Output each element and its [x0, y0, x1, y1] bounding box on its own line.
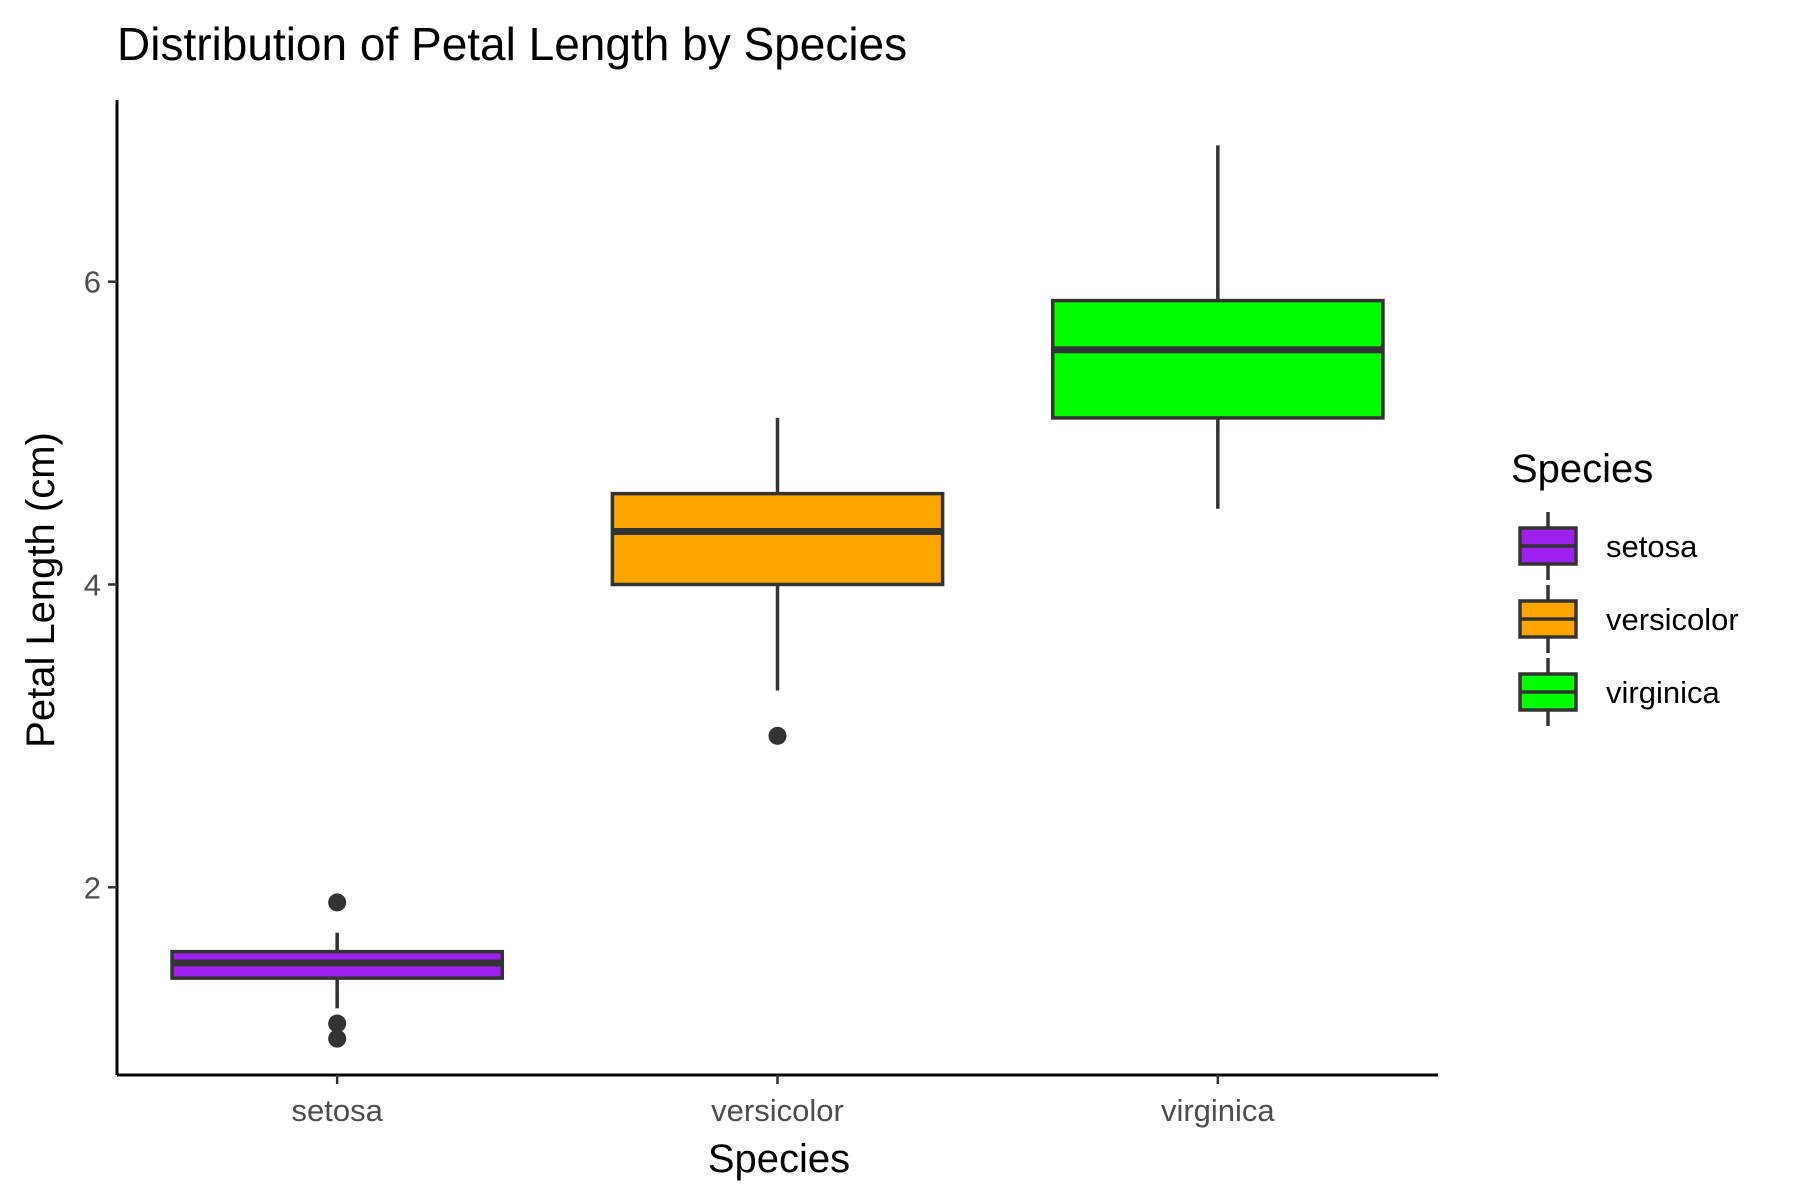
iqr-box-virginica [1050, 298, 1385, 420]
outlier-point-setosa-2 [328, 893, 347, 912]
y-tick-label-6: 6 [84, 265, 101, 300]
iqr-box-versicolor [610, 491, 945, 587]
box-virginica [1050, 145, 1385, 509]
x-tick-label-virginica: virginica [1161, 1093, 1275, 1128]
legend-title: Species [1511, 447, 1653, 491]
x-tick-label-setosa: setosa [291, 1093, 383, 1128]
box-setosa [170, 893, 505, 1048]
outlier-point-versicolor-0 [768, 726, 787, 745]
chart-title: Distribution of Petal Length by Species [117, 18, 907, 70]
x-tick-label-versicolor: versicolor [711, 1093, 844, 1128]
y-tick-label-4: 4 [84, 567, 101, 602]
legend-item-virginica: virginica [1518, 658, 1720, 726]
plot-area [170, 145, 1385, 1048]
legend-item-setosa: setosa [1518, 512, 1698, 580]
legend-label-setosa: setosa [1606, 529, 1698, 564]
x-axis-title: Species [708, 1137, 850, 1181]
legend-item-versicolor: versicolor [1518, 585, 1739, 653]
y-tick-label-2: 2 [84, 870, 101, 905]
outlier-point-setosa-1 [328, 1014, 347, 1033]
y-axis-ticks: 2 4 6 [84, 265, 117, 905]
outlier-point-setosa-0 [328, 1029, 347, 1048]
legend: Species setosa versicolor virginica [1511, 447, 1739, 726]
x-axis-ticks: setosa versicolor virginica [291, 1075, 1275, 1128]
box-versicolor [610, 417, 945, 745]
y-axis-title: Petal Length (cm) [19, 432, 63, 748]
legend-label-versicolor: versicolor [1606, 602, 1739, 637]
legend-label-virginica: virginica [1606, 675, 1720, 710]
legend-entries: setosa versicolor virginica [1518, 512, 1739, 726]
